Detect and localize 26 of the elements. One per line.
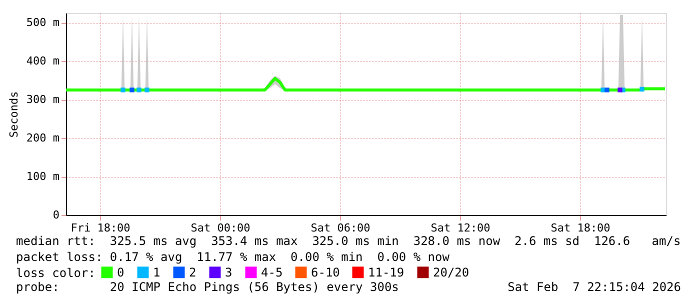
legend-label: 0	[117, 265, 124, 280]
legend-label: 3	[225, 265, 232, 280]
y-tick-label: 0	[52, 208, 60, 222]
y-tick-label: 500 m	[26, 16, 60, 30]
legend-label: 11-19	[368, 265, 404, 280]
legend-title: loss color:	[16, 266, 96, 280]
text: Sat Feb 7 22:15:04 2026	[508, 280, 681, 294]
y-tick-label: 400 m	[26, 54, 60, 68]
legend-label: 2	[189, 265, 196, 280]
legend-label: 4-5	[261, 265, 283, 280]
y-tick-label: 300 m	[26, 93, 60, 106]
text: probe: 20 ICMP Echo Pings (56 Bytes) every 300s	[16, 280, 399, 294]
legend-label: 20/20	[433, 265, 470, 280]
x-tick-label: Sat 06:00	[310, 222, 370, 234]
y-tick-label: 100 m	[26, 170, 60, 184]
legend-label: 6-10	[311, 265, 340, 280]
x-tick-label: Sat 12:00	[430, 222, 490, 234]
text: median rtt: 325.5 ms avg 353.4 ms max 325.0 ms min 328.0 ms now 2.6 ms sd 126.6 am/s	[16, 234, 681, 248]
y-tick-label: 200 m	[26, 132, 60, 145]
y-axis-title: Seconds	[8, 91, 20, 138]
line-series	[64, 76, 666, 92]
legend-label: 1	[153, 265, 160, 280]
x-tick-label: Sat 00:00	[190, 222, 250, 234]
x-tick-label: Fri 18:00	[70, 222, 130, 234]
text: packet loss: 0.17 % avg 11.77 % max 0.00 % min 0.00 % now	[16, 250, 450, 264]
x-tick-label: Sat 18:00	[550, 222, 610, 234]
